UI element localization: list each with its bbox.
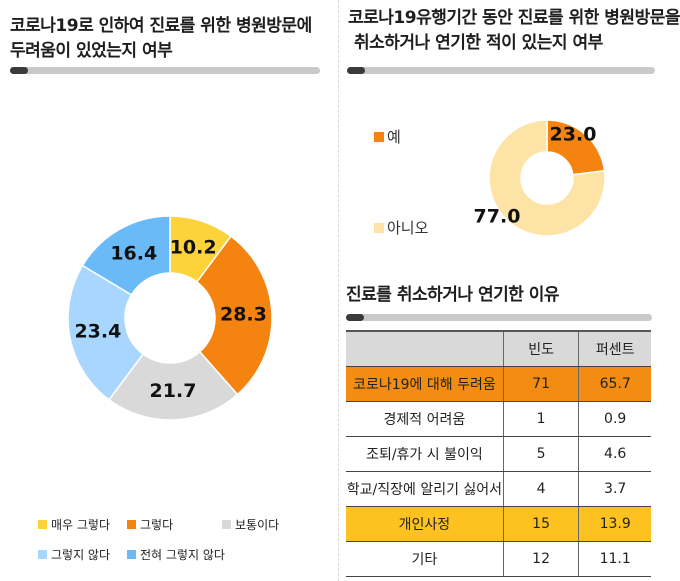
legend-swatch bbox=[127, 550, 136, 559]
data-label: 23.4 bbox=[74, 321, 121, 343]
table-cell: 5 bbox=[502, 436, 579, 472]
legend-item: 그렇지 않다 bbox=[38, 546, 110, 563]
slice-cancel-1 bbox=[488, 119, 606, 237]
legend-label: 예 bbox=[387, 128, 401, 146]
left-title-line1: 코로나19로 인하여 진료를 위한 병원방문에 bbox=[10, 16, 312, 36]
legend-item: 그렇다 bbox=[127, 516, 173, 533]
donut-chart-cancel: 23.0 77.0 bbox=[474, 119, 606, 237]
right-title-line2: 취소하거나 연기한 적이 있는지 여부 bbox=[354, 33, 603, 53]
table-cell: 학교/직장에 알리기 싫어서 bbox=[346, 471, 504, 507]
data-label: 16.4 bbox=[110, 243, 157, 265]
slice-fear-4 bbox=[81, 215, 171, 296]
table-title-bar bbox=[346, 314, 652, 321]
legend-label: 전혀 그렇지 않다 bbox=[140, 548, 225, 562]
table-header-row: 빈도 퍼센트 bbox=[346, 330, 651, 367]
left-title-bar-knob bbox=[10, 67, 28, 74]
left-title-line2: 두려움이 있었는지 여부 bbox=[10, 41, 173, 61]
reasons-table: 빈도 퍼센트 코로나19에 대해 두려움 71 65.7 경제적 어려움 1 0.9 조퇴/… bbox=[346, 330, 651, 577]
slice-fear-3 bbox=[67, 264, 145, 401]
table-row: 코로나19에 대해 두려움 71 65.7 bbox=[346, 366, 651, 402]
table-cell: 기타 bbox=[346, 541, 504, 577]
data-label: 28.3 bbox=[220, 303, 267, 325]
legend-item: 아니오 bbox=[374, 217, 428, 238]
table-cell: 65.7 bbox=[578, 366, 651, 402]
legend-item: 전혀 그렇지 않다 bbox=[127, 546, 225, 563]
table-cell: 4.6 bbox=[578, 436, 651, 472]
panel-divider bbox=[338, 0, 339, 581]
table-cell: 코로나19에 대해 두려움 bbox=[346, 366, 504, 402]
table-header-cell bbox=[346, 330, 504, 367]
table-cell: 3.7 bbox=[578, 471, 651, 507]
slice-fear-2 bbox=[107, 350, 239, 421]
legend-label: 매우 그렇다 bbox=[51, 518, 111, 532]
table-row: 경제적 어려움 1 0.9 bbox=[346, 401, 651, 437]
donut-chart-fear: 10.2 28.3 21.7 23.4 16.4 bbox=[67, 215, 273, 421]
table-cell: 71 bbox=[502, 366, 579, 402]
legend-label: 보통이다 bbox=[235, 518, 280, 532]
table-cell: 11.1 bbox=[578, 541, 651, 577]
data-label: 21.7 bbox=[150, 380, 197, 402]
data-label: 23.0 bbox=[550, 124, 597, 146]
legend-label: 아니오 bbox=[387, 219, 429, 237]
table-cell: 13.9 bbox=[578, 506, 651, 542]
table-title: 진료를 취소하거나 연기한 이유 bbox=[346, 285, 560, 305]
slice-fear-1 bbox=[195, 235, 273, 396]
table-title-bar-knob bbox=[346, 314, 364, 321]
legend-swatch bbox=[222, 520, 231, 529]
table-cell: 15 bbox=[502, 506, 579, 542]
left-title-bar bbox=[10, 67, 320, 74]
left-chart-title: 코로나19로 인하여 진료를 위한 병원방문에 두려움이 있었는지 여부 bbox=[10, 14, 312, 64]
legend-item: 매우 그렇다 bbox=[38, 516, 110, 533]
legend-swatch bbox=[374, 222, 384, 233]
table-row: 개인사정 15 13.9 bbox=[346, 506, 651, 542]
legend-swatch bbox=[374, 131, 384, 142]
legend-item: 보통이다 bbox=[222, 516, 279, 533]
table-header-cell: 빈도 bbox=[502, 330, 579, 367]
data-label: 77.0 bbox=[474, 206, 521, 228]
table-header-cell: 퍼센트 bbox=[578, 330, 651, 367]
legend-swatch bbox=[38, 550, 47, 559]
legend-label: 그렇지 않다 bbox=[51, 548, 111, 562]
table-cell: 조퇴/휴가 시 불이익 bbox=[346, 436, 504, 472]
legend-swatch bbox=[38, 520, 47, 529]
right-chart-title: 코로나19유행기간 동안 진료를 위한 병원방문을 취소하거나 연기한 적이 있… bbox=[348, 6, 680, 56]
table-cell: 4 bbox=[502, 471, 579, 507]
table-row: 학교/직장에 알리기 싫어서 4 3.7 bbox=[346, 471, 651, 507]
right-title-bar-knob bbox=[347, 67, 365, 74]
legend-item: 예 bbox=[374, 126, 401, 147]
legend-label: 그렇다 bbox=[140, 518, 174, 532]
data-label: 10.2 bbox=[170, 237, 217, 259]
legend-swatch bbox=[127, 520, 136, 529]
table-cell: 12 bbox=[502, 541, 579, 577]
table-cell: 1 bbox=[502, 401, 579, 437]
table-cell: 개인사정 bbox=[346, 506, 504, 542]
table-row: 기타 12 11.1 bbox=[346, 541, 651, 577]
right-title-bar bbox=[347, 67, 655, 74]
slice-cancel-0 bbox=[546, 119, 606, 176]
table-cell: 0.9 bbox=[578, 401, 651, 437]
table-cell: 경제적 어려움 bbox=[346, 401, 504, 437]
right-title-line1: 코로나19유행기간 동안 진료를 위한 병원방문을 bbox=[348, 8, 680, 28]
table-row: 조퇴/휴가 시 불이익 5 4.6 bbox=[346, 436, 651, 472]
